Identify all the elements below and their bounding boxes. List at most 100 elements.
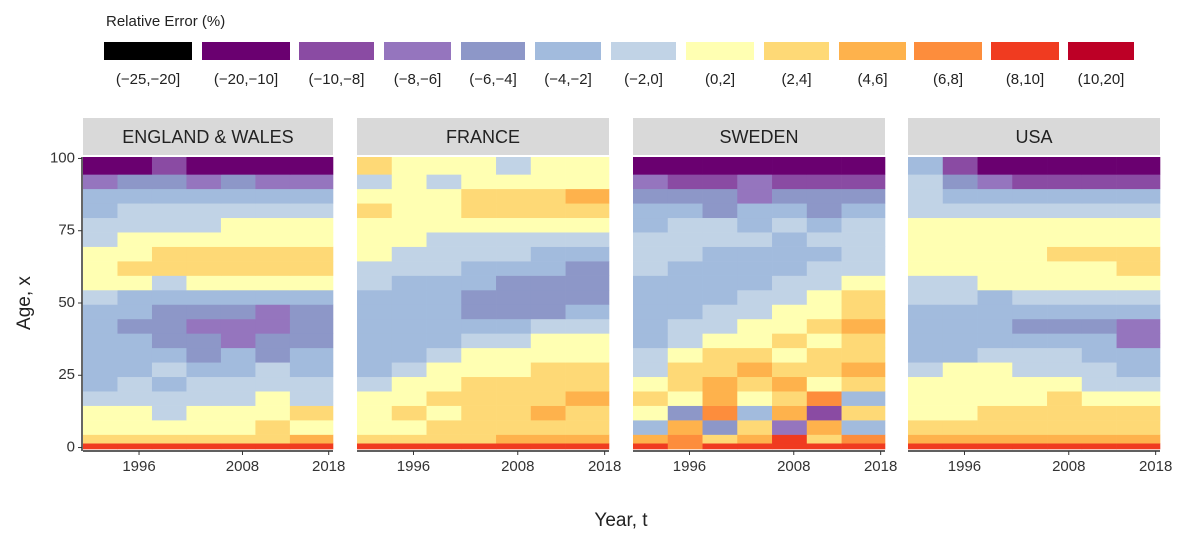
- cell: [255, 443, 291, 450]
- cell: [1012, 203, 1048, 219]
- legend-swatch: [611, 42, 676, 60]
- cell: [461, 188, 497, 204]
- cell: [186, 157, 222, 175]
- cell: [1012, 217, 1048, 233]
- cell: [151, 434, 187, 444]
- cell: [633, 246, 669, 262]
- cell: [151, 318, 187, 334]
- cell: [117, 261, 153, 276]
- cell: [1047, 318, 1083, 334]
- cell: [977, 318, 1013, 334]
- legend-swatch: [991, 42, 1059, 60]
- cell: [908, 304, 944, 320]
- cell: [426, 333, 462, 349]
- cell: [530, 420, 566, 435]
- cell: [737, 318, 773, 334]
- cell: [83, 174, 118, 190]
- cell: [530, 333, 566, 349]
- cell: [255, 434, 291, 444]
- cell: [391, 203, 427, 219]
- y-axis-title: Age, x: [14, 276, 35, 330]
- cell: [220, 232, 256, 247]
- cell: [702, 405, 738, 421]
- cell: [1012, 246, 1048, 262]
- cell: [737, 188, 773, 204]
- legend-label: (−6,−4]: [469, 71, 517, 88]
- cell: [1081, 157, 1117, 175]
- cell: [83, 362, 118, 378]
- cell: [633, 405, 669, 421]
- cell: [1116, 289, 1161, 305]
- cell: [391, 434, 427, 444]
- cell: [565, 174, 610, 190]
- cell: [391, 174, 427, 190]
- cell: [667, 232, 703, 247]
- cell: [117, 376, 153, 392]
- cell: [908, 275, 944, 291]
- cell: [391, 391, 427, 406]
- legend-label: (−20,−10]: [214, 71, 278, 88]
- cell: [942, 376, 978, 392]
- cell: [942, 304, 978, 320]
- cell: [117, 232, 153, 247]
- cell: [220, 318, 256, 334]
- legend-label: (4,6]: [857, 71, 887, 88]
- cell: [1012, 362, 1048, 378]
- cell: [1081, 232, 1117, 247]
- cell: [1012, 333, 1048, 349]
- cell: [702, 434, 738, 444]
- cell: [255, 232, 291, 247]
- cell: [702, 333, 738, 349]
- cell: [220, 289, 256, 305]
- cell: [1116, 304, 1161, 320]
- cell: [772, 391, 808, 406]
- cell: [565, 217, 610, 233]
- cell: [151, 203, 187, 219]
- cell: [186, 217, 222, 233]
- cell: [737, 333, 773, 349]
- cell: [772, 188, 808, 204]
- cell: [530, 174, 566, 190]
- cell: [977, 275, 1013, 291]
- cell: [461, 318, 497, 334]
- cell: [461, 203, 497, 219]
- cell: [117, 289, 153, 305]
- cell: [942, 188, 978, 204]
- cell: [1116, 391, 1161, 406]
- cell: [357, 261, 393, 276]
- cell: [1116, 174, 1161, 190]
- cell: [772, 217, 808, 233]
- cell: [255, 217, 291, 233]
- cell: [702, 391, 738, 406]
- cell: [1012, 376, 1048, 392]
- cell: [942, 420, 978, 435]
- x-tick-label: 2018: [588, 458, 621, 475]
- cell: [737, 420, 773, 435]
- cell: [186, 391, 222, 406]
- cell: [357, 391, 393, 406]
- cell: [83, 434, 118, 444]
- cell: [357, 362, 393, 378]
- cell: [357, 232, 393, 247]
- cell: [426, 420, 462, 435]
- cell: [117, 391, 153, 406]
- cell: [117, 203, 153, 219]
- cell: [667, 347, 703, 363]
- cell: [908, 405, 944, 421]
- legend-swatch: [535, 42, 601, 60]
- cell: [461, 391, 497, 406]
- cell: [702, 376, 738, 392]
- cell: [289, 405, 334, 421]
- cell: [737, 347, 773, 363]
- cell: [841, 304, 886, 320]
- cell: [255, 289, 291, 305]
- cell: [1081, 188, 1117, 204]
- cell: [565, 246, 610, 262]
- cell: [255, 333, 291, 349]
- cell: [117, 174, 153, 190]
- cell: [1012, 188, 1048, 204]
- cell: [426, 347, 462, 363]
- y-tick-label: 25: [58, 366, 75, 383]
- cell: [289, 174, 334, 190]
- cell: [702, 362, 738, 378]
